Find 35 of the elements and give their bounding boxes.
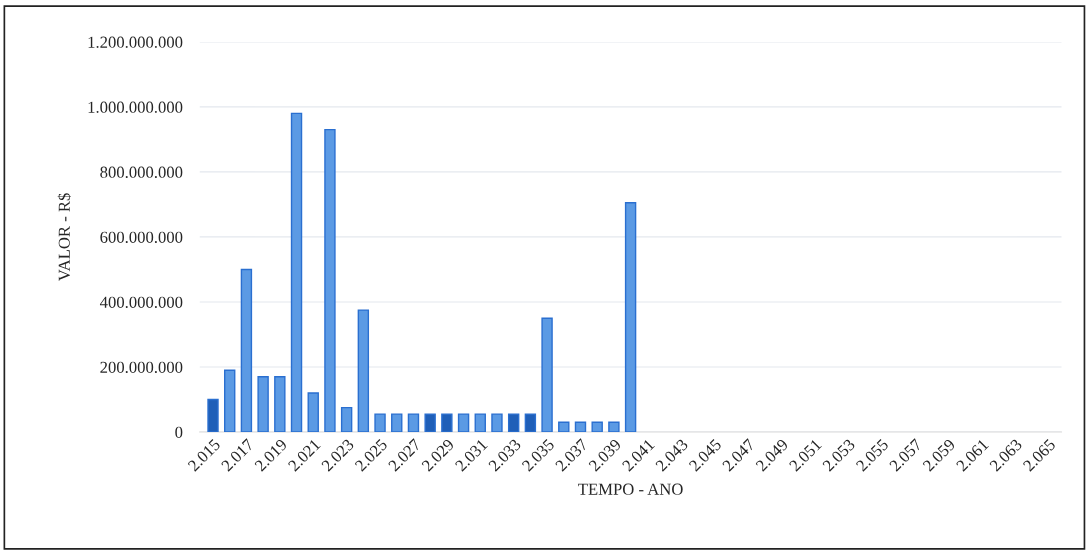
y-tick-label: 1.200.000.000 <box>88 36 183 48</box>
y-tick-label: 400.000.000 <box>99 296 183 308</box>
bar <box>441 413 453 432</box>
bar <box>357 309 370 432</box>
y-tick-label: 1.000.000.000 <box>88 101 183 113</box>
bar <box>524 413 537 432</box>
bar <box>274 376 286 432</box>
bar <box>574 421 587 432</box>
bar <box>624 202 637 432</box>
bar <box>207 398 219 432</box>
y-axis-title: VALOR - R$ <box>57 193 71 282</box>
bar <box>224 369 236 432</box>
bar <box>257 376 269 432</box>
bar <box>507 413 520 432</box>
bar <box>491 413 503 432</box>
bar <box>558 421 570 432</box>
bar <box>324 128 336 432</box>
y-tick-label: 800.000.000 <box>100 166 183 178</box>
bar <box>407 413 420 432</box>
bar <box>457 413 470 432</box>
y-tick-label: 200.000.000 <box>100 361 183 373</box>
y-tick-label: 0 <box>175 426 183 438</box>
bar <box>541 317 553 432</box>
bar <box>290 112 303 432</box>
bar <box>307 392 319 432</box>
bar <box>374 413 386 432</box>
bar <box>391 413 403 432</box>
y-tick-label: 600.000.000 <box>100 231 183 243</box>
x-axis-title: TEMPO - ANO <box>578 483 683 495</box>
bar <box>424 413 436 432</box>
bar <box>608 421 620 432</box>
bar <box>591 421 603 432</box>
bar <box>474 413 486 432</box>
bar <box>340 406 353 432</box>
bar <box>240 268 253 432</box>
